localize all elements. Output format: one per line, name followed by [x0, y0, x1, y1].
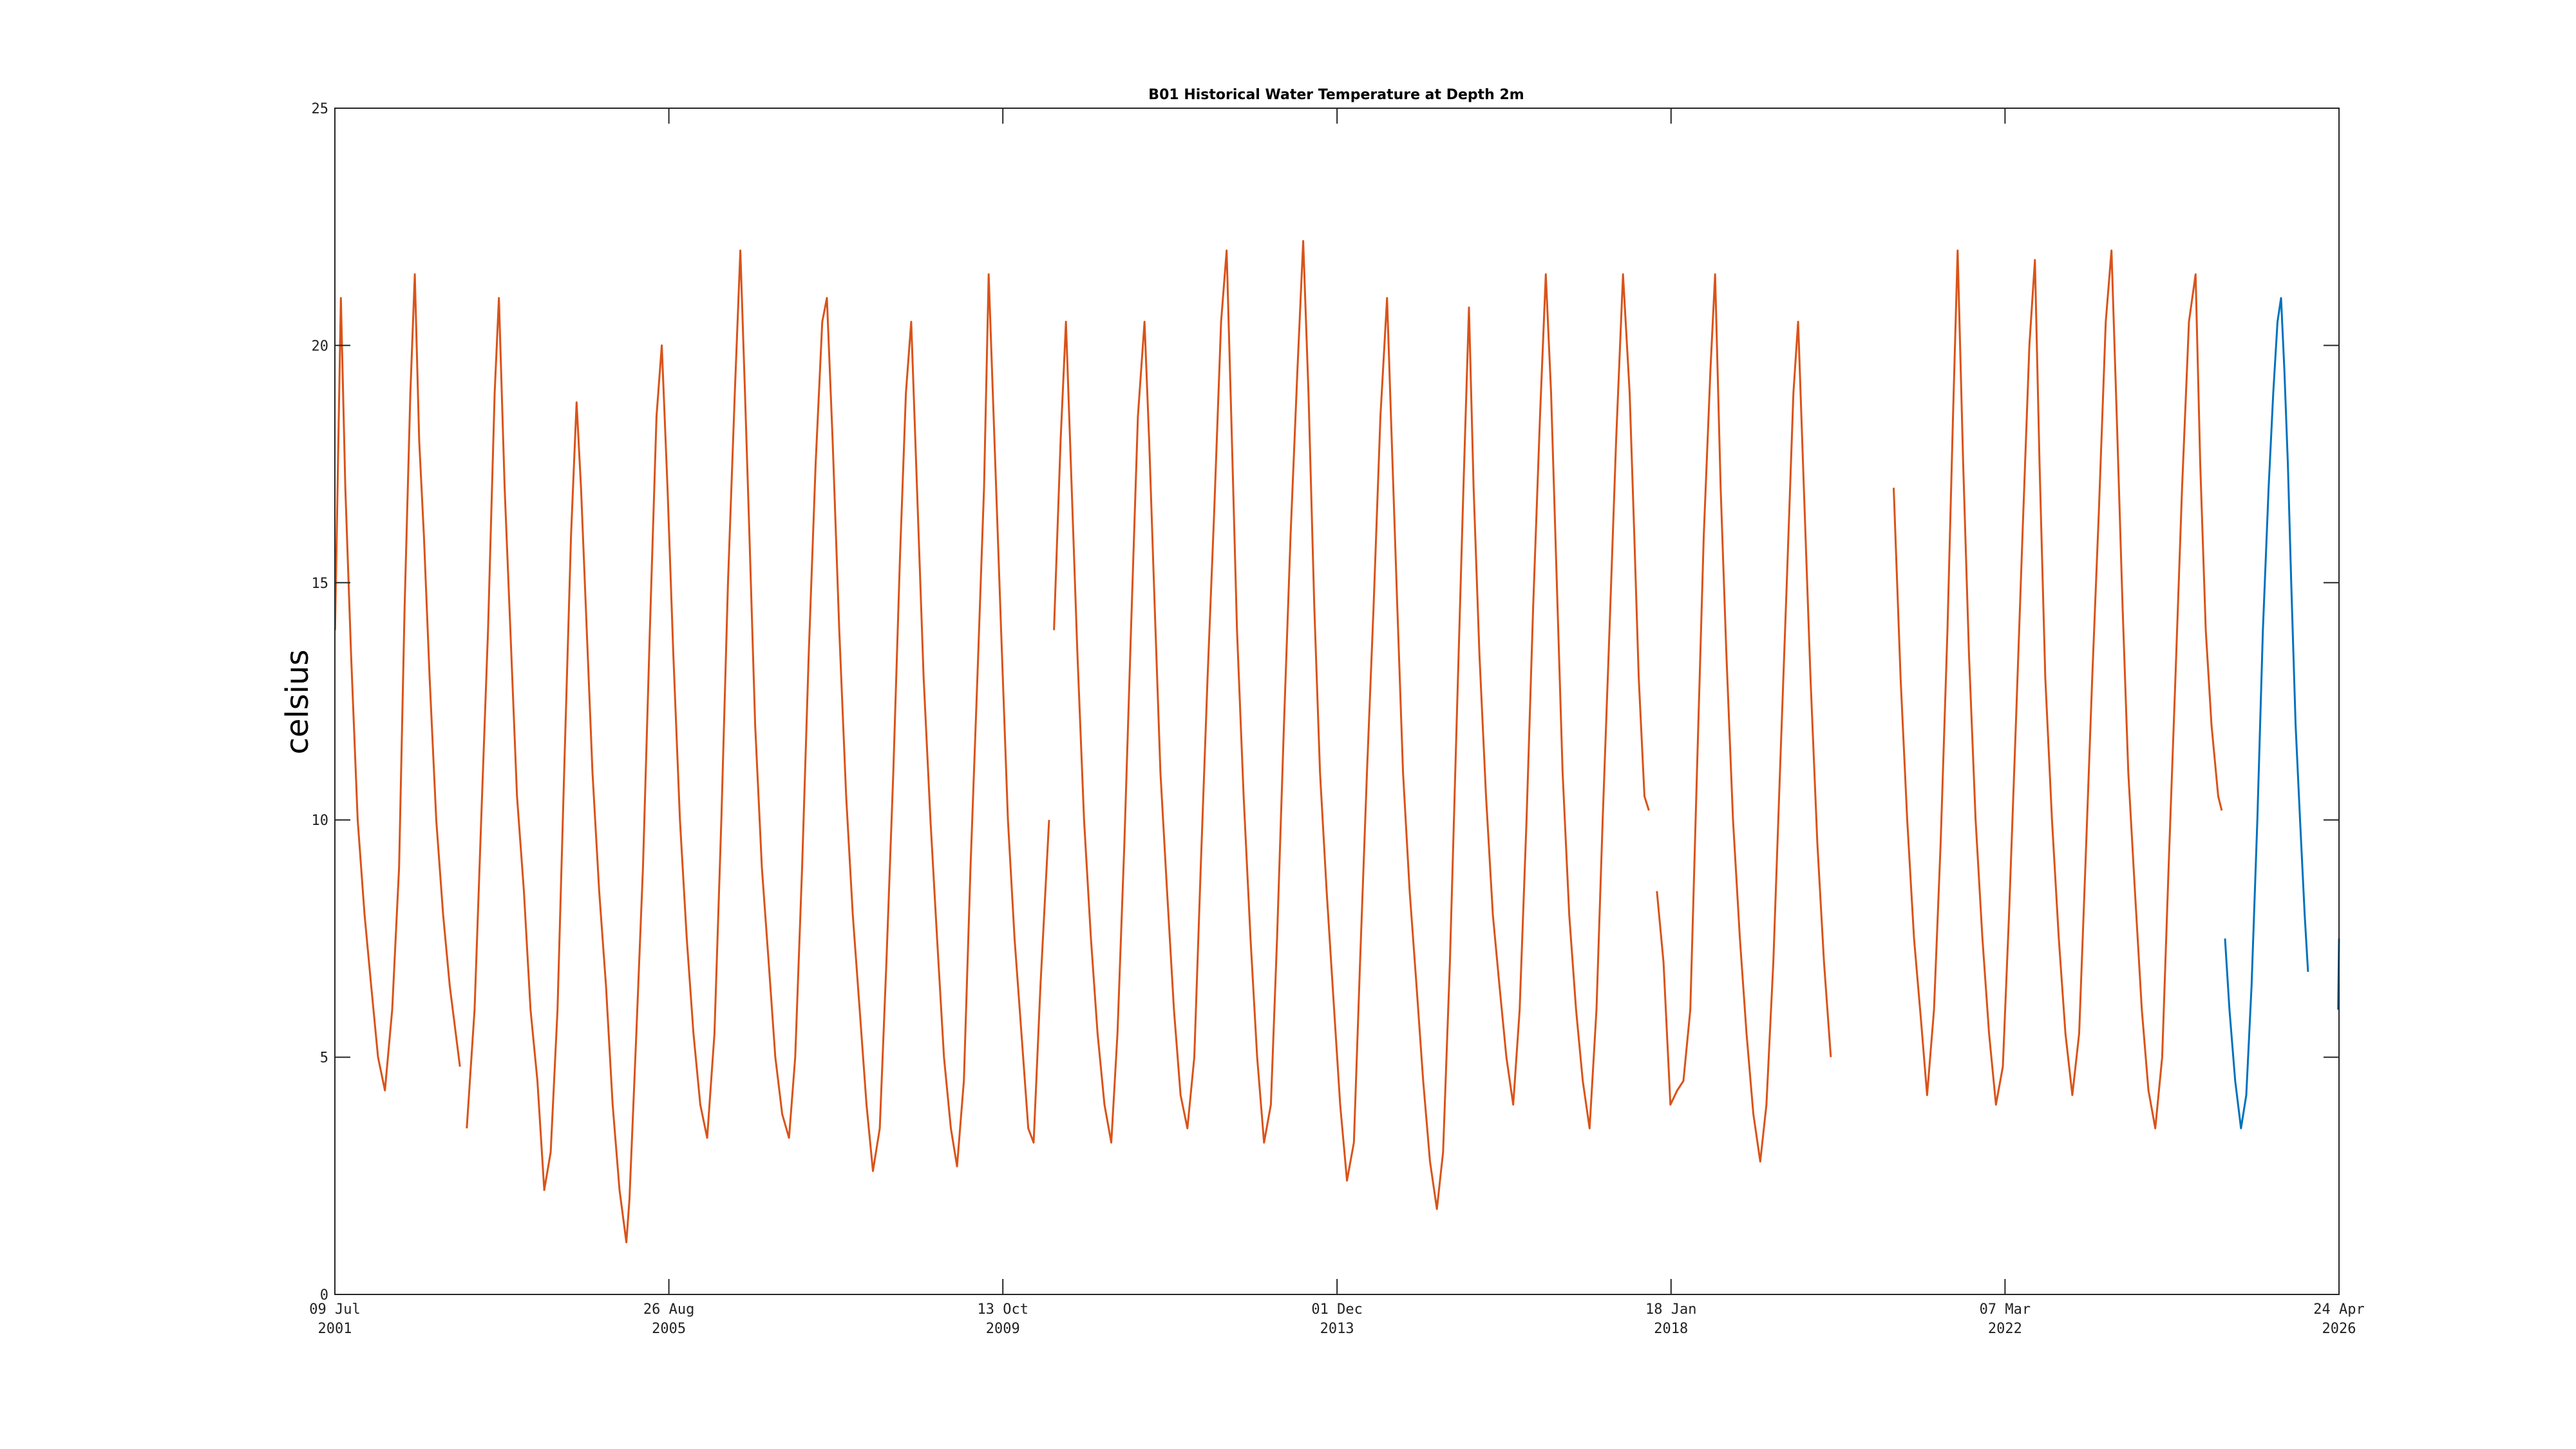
series-2-line	[2224, 297, 2309, 1130]
x-tick-label-date: 09 Jul	[309, 1302, 360, 1318]
x-tick-label-year: 2009	[986, 1321, 1020, 1337]
y-tick-label: 0	[320, 1287, 328, 1303]
x-tick-label-date: 01 Dec	[1311, 1302, 1362, 1318]
x-tick-label-date: 13 Oct	[977, 1302, 1028, 1318]
series-1-line	[334, 273, 461, 1092]
x-tick-label-year: 2001	[318, 1321, 352, 1337]
x-tick-label-year: 2005	[652, 1321, 686, 1337]
x-tick-label-date: 18 Jan	[1645, 1302, 1696, 1318]
x-tick-label-date: 24 Apr	[2313, 1302, 2364, 1318]
x-tick-label-date: 07 Mar	[1980, 1302, 2031, 1318]
plot-area-frame	[334, 108, 2340, 1295]
series-1-line	[1656, 273, 1832, 1163]
x-tick-label-date: 26 Aug	[643, 1302, 694, 1318]
x-tick-label-year: 2026	[2322, 1321, 2356, 1337]
x-tick-label-year: 2022	[1988, 1321, 2022, 1337]
series-1-line	[466, 249, 1050, 1244]
y-tick-label: 10	[312, 813, 329, 829]
x-tick-label-year: 2013	[1320, 1321, 1354, 1337]
y-axis-ticks: 0 5 10 15 20 25	[312, 101, 2339, 1303]
x-tick-label-year: 2018	[1654, 1321, 1688, 1337]
y-tick-label: 5	[320, 1050, 328, 1066]
chart-title: B01 Historical Water Temperature at Dept…	[1148, 87, 1524, 103]
y-axis-label: celsius	[279, 649, 316, 754]
y-tick-label: 20	[312, 338, 329, 354]
series-1-line	[1053, 240, 1650, 1210]
plot-lines	[334, 240, 2340, 1244]
y-tick-label: 15	[312, 576, 329, 592]
y-tick-label: 25	[312, 101, 329, 117]
series-1-line	[1893, 249, 2223, 1130]
